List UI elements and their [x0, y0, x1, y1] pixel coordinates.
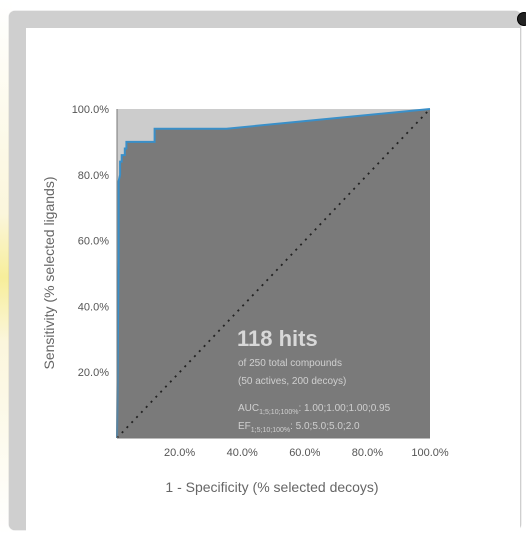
x-tick-label: 40.0% [227, 447, 258, 459]
x-axis-label: 1 - Specificity (% selected decoys) [165, 479, 378, 495]
x-tick-label: 60.0% [289, 447, 320, 459]
hits-count: 118 hits [237, 326, 318, 351]
ef-metric: EF1;5;10;100%: 5.0;5.0;5.0;2.0 [238, 421, 360, 434]
close-icon[interactable] [517, 12, 526, 26]
total-compounds: of 250 total compounds [238, 358, 342, 369]
y-tick-label: 80.0% [78, 170, 109, 182]
y-tick-label: 40.0% [78, 301, 109, 313]
y-axis-label: Sensitivity (% selected ligands) [41, 177, 57, 370]
actives-decoys: (50 actives, 200 decoys) [238, 376, 346, 387]
auc-metric: AUC1;5;10;100%: 1.00;1.00;1.00;0.95 [238, 403, 391, 416]
random-diagonal [116, 108, 431, 439]
y-tick-label: 100.0% [72, 104, 110, 116]
y-tick-label: 20.0% [78, 367, 109, 379]
x-tick-label: 80.0% [352, 447, 383, 459]
y-tick-label: 60.0% [78, 236, 109, 248]
roc-curve [116, 108, 431, 439]
x-tick-label: 100.0% [411, 447, 449, 459]
x-tick-label: 20.0% [164, 447, 195, 459]
